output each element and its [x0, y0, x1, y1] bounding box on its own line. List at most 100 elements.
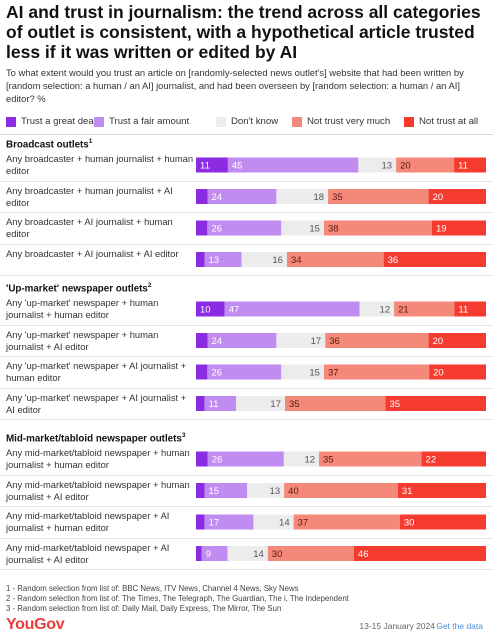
row-label: Any 'up-market' newspaper + AI journalis… [6, 391, 187, 415]
bar-segment [207, 451, 284, 467]
legend-label: Don't know [231, 116, 279, 127]
bar-segment [236, 396, 286, 411]
bar-segment [207, 220, 282, 236]
bar-segment [428, 333, 486, 348]
bar-segment [204, 514, 254, 530]
row-label: Any broadcaster + human journalist + AI … [6, 184, 173, 208]
data-label: 47 [229, 305, 240, 316]
group-title: 'Up-market' newspaper outlets2 [6, 282, 152, 295]
data-label: 35 [323, 455, 334, 466]
data-label: 30 [404, 518, 415, 529]
data-label: 13 [209, 255, 220, 266]
data-label: 17 [270, 399, 281, 410]
data-label: 17 [311, 336, 322, 347]
data-label: 35 [390, 399, 401, 410]
row-label: Any 'up-market' newspaper + human journa… [6, 297, 159, 320]
data-label: 26 [211, 368, 222, 379]
legend-label: Trust a great deal [21, 116, 96, 127]
bar-segment [201, 546, 228, 561]
footer-separator: · [438, 621, 441, 631]
data-label: 9 [206, 549, 211, 560]
bar-segment [207, 364, 282, 380]
chart-subtitle: To what extent would you trust an articl… [6, 67, 464, 104]
get-data-link[interactable]: Get the data [436, 621, 483, 631]
bar-segment [358, 157, 397, 173]
data-label: 24 [211, 336, 222, 347]
bar-segment [353, 546, 486, 561]
footnote-mark: 2 [147, 282, 152, 289]
data-label: 30 [272, 549, 283, 560]
bar-segment [267, 546, 354, 561]
bar-segment [247, 483, 285, 498]
group-title: Mid-market/tabloid newspaper outlets3 [6, 432, 186, 445]
data-label: 35 [332, 192, 343, 203]
data-label: 26 [211, 224, 222, 235]
data-label: 11 [458, 161, 468, 172]
row-label: Any 'up-market' newspaper + human journa… [6, 328, 159, 352]
bar-segment [281, 364, 324, 380]
bar-segment [284, 483, 398, 498]
bar-segment [394, 301, 455, 317]
row-label: Any broadcaster + AI journalist + AI edi… [6, 247, 179, 259]
group-title: Broadcast outlets1 [6, 138, 93, 151]
bar-segment [286, 252, 384, 267]
yougov-logo[interactable]: YouGov [6, 616, 65, 633]
data-label: 35 [289, 399, 300, 410]
bar-segment [293, 514, 400, 530]
data-label: 15 [309, 368, 320, 379]
data-label: 15 [309, 224, 320, 235]
data-label: 11 [209, 399, 219, 410]
data-label: 36 [388, 255, 399, 266]
bar-segment [196, 514, 205, 530]
bar-segment [431, 220, 486, 236]
data-label: 40 [288, 486, 299, 497]
data-label: 31 [402, 486, 413, 497]
row-divider [0, 569, 493, 570]
row-divider [0, 275, 493, 276]
bar-segment [207, 189, 277, 204]
data-label: 18 [314, 192, 325, 203]
data-label: 20 [433, 192, 444, 203]
footnote-1: 1 - Random selection from list of: BBC N… [6, 584, 299, 593]
row-divider [0, 180, 493, 182]
bar-segment [196, 546, 202, 561]
row-divider [0, 474, 493, 476]
bar-segment [227, 546, 268, 561]
footnote-2: 2 - Random selection from list of: The T… [6, 594, 349, 603]
data-label: 17 [209, 518, 220, 529]
bar-segment [281, 220, 324, 236]
bar-segment [196, 157, 228, 173]
data-label: 24 [211, 192, 222, 203]
data-label: 16 [272, 255, 283, 266]
data-label: 14 [253, 549, 264, 560]
bar-segment [323, 364, 430, 380]
bar-segment [204, 252, 242, 267]
bar-segment [323, 220, 432, 236]
legend-swatch [94, 116, 104, 127]
data-label: 38 [328, 224, 339, 235]
data-label: 36 [329, 336, 340, 347]
bar-segment [429, 364, 486, 380]
bar-segment [421, 451, 486, 467]
data-label: 13 [270, 486, 281, 497]
row-label: Any broadcaster + AI journalist + human … [6, 216, 173, 239]
data-label: 37 [298, 518, 309, 529]
legend-item: Not trust very much [292, 116, 390, 127]
bar-segment [204, 396, 237, 411]
legend-item: Don't know [216, 116, 278, 127]
row-divider [0, 324, 493, 326]
legend-swatch [216, 116, 226, 127]
bar-segment [241, 252, 287, 267]
bar-segment [285, 396, 386, 411]
survey-date: 13-15 January 2024 [359, 621, 435, 631]
bar-segment [196, 396, 205, 411]
bar-segment [385, 396, 486, 411]
data-label: 12 [304, 455, 315, 466]
bar-segment [359, 301, 395, 317]
legend-swatch [292, 116, 302, 127]
row-divider [0, 387, 493, 389]
legend-item: Not trust at all [404, 116, 478, 127]
bar-segment [196, 333, 208, 348]
data-label: 13 [382, 161, 393, 172]
legend-label: Not trust very much [307, 116, 391, 127]
